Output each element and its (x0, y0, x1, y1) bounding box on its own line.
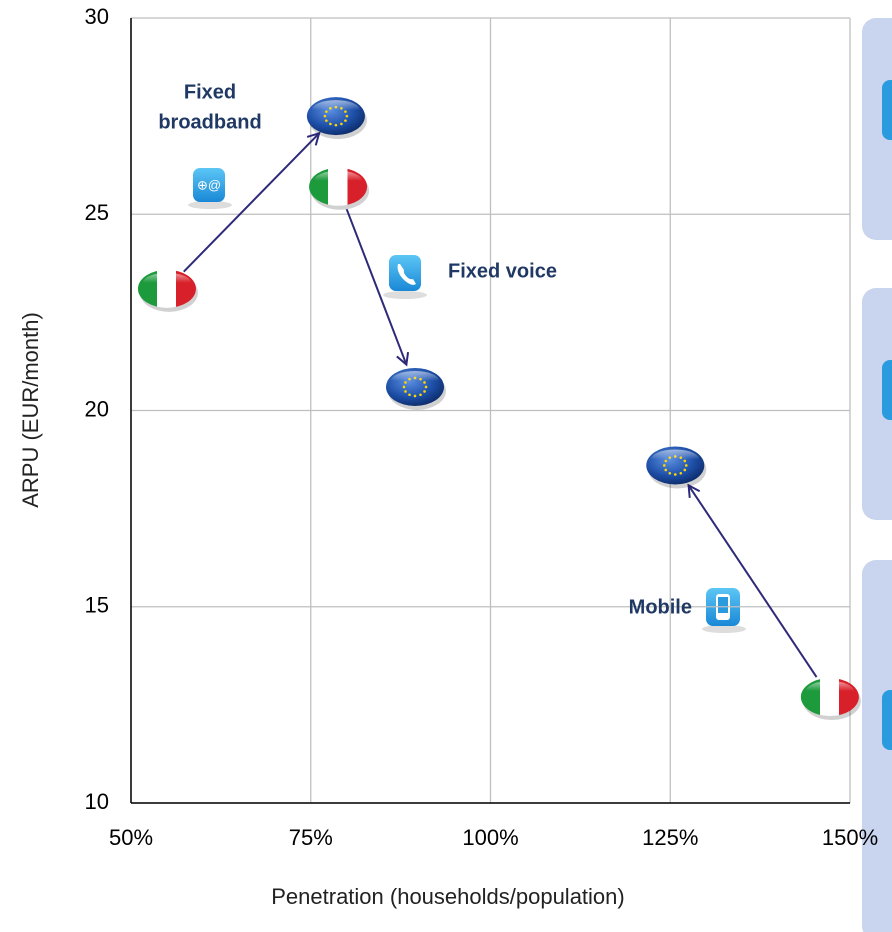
marker-star (413, 394, 417, 398)
y-tick-label: 10 (85, 789, 109, 814)
marker-star (325, 119, 328, 122)
side-panel (862, 18, 892, 240)
arrow (345, 208, 407, 364)
marker-shine (651, 449, 700, 470)
x-tick-label: 50% (109, 825, 153, 850)
y-tick-label: 25 (85, 200, 109, 225)
eu-marker (306, 97, 367, 140)
y-tick-label: 15 (85, 593, 109, 618)
marker-star (329, 122, 332, 126)
marker-shine (311, 100, 360, 121)
plot: 50% 75% 100% 125% 150% 10 15 20 25 30 Penetration … (18, 4, 878, 909)
marker-shine (391, 370, 440, 391)
side-icon (882, 690, 892, 750)
marker-star (419, 393, 422, 397)
side-panel (862, 560, 892, 932)
eu-marker (386, 367, 447, 410)
svg-text:⊕@: ⊕@ (197, 177, 221, 192)
marker-star (664, 468, 668, 472)
marker-shine (805, 681, 854, 702)
side-icon (882, 80, 892, 140)
marker-star (673, 473, 677, 476)
x-axis-label: Penetration (households/population) (271, 884, 624, 909)
italy-marker (137, 269, 198, 312)
marker-star (340, 122, 343, 126)
marker-star (404, 390, 407, 393)
eu-marker (646, 446, 707, 489)
y-axis-label: ARPU (EUR/month) (18, 312, 43, 508)
marker-star (423, 390, 426, 393)
group-label: Mobile (629, 596, 692, 618)
marker-star (668, 471, 672, 475)
group-label: broadband (158, 111, 261, 133)
x-tick-label: 75% (289, 825, 333, 850)
mobile-icon (702, 588, 746, 633)
group-label: Fixed voice (448, 260, 557, 282)
y-tick-label: 20 (85, 396, 109, 421)
arrow (689, 485, 818, 678)
broadband-icon: ⊕@ (188, 168, 232, 209)
y-tick-label: 30 (85, 4, 109, 29)
side-panel (862, 288, 892, 520)
marker-shine (314, 170, 363, 191)
marker-star (679, 471, 683, 475)
voice-icon (383, 255, 427, 299)
side-icon (882, 360, 892, 420)
x-tick-label: 125% (642, 825, 698, 850)
arrow (183, 133, 319, 273)
italy-marker (800, 678, 861, 721)
x-tick-label: 150% (822, 825, 878, 850)
marker-star (683, 468, 687, 472)
marker-star (344, 119, 347, 122)
italy-marker (309, 167, 370, 210)
group-label: Fixed (184, 81, 236, 103)
marker-shine (142, 272, 191, 293)
marker-star (408, 393, 411, 397)
marker-star (334, 123, 338, 127)
x-tick-label: 100% (462, 825, 518, 850)
